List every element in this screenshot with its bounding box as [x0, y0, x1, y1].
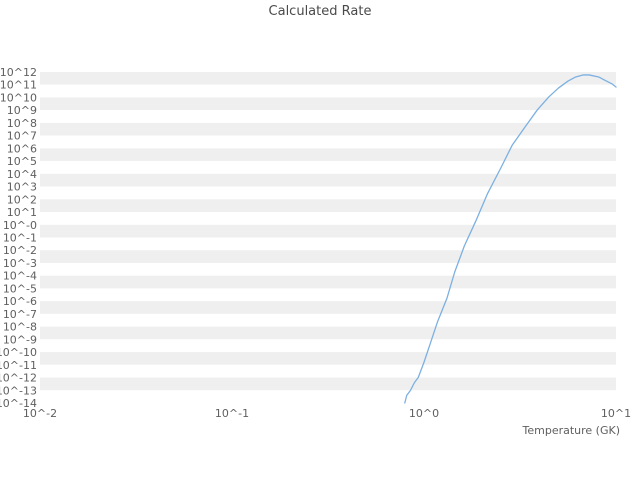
y-tick-label: 10^12	[0, 66, 37, 79]
y-tick-label: 10^-4	[3, 270, 37, 283]
grid-band	[40, 110, 616, 123]
grid-band	[40, 390, 616, 403]
grid-band	[40, 148, 616, 162]
y-tick-label: 10^-8	[3, 321, 37, 334]
y-tick-label: 10^-10	[0, 346, 37, 359]
grid-band	[40, 352, 616, 365]
y-tick-label: 10^-13	[0, 384, 37, 397]
grid-band	[40, 339, 616, 353]
grid-band	[40, 377, 616, 391]
y-tick-label: 10^-6	[3, 295, 37, 308]
y-tick-label: 10^-7	[3, 308, 37, 321]
grid-band	[40, 326, 616, 340]
grid-band	[40, 212, 616, 225]
rate-line	[404, 74, 617, 404]
y-tick-label: 10^8	[7, 117, 37, 130]
grid-band	[40, 288, 616, 302]
y-tick-label: 10^-0	[3, 219, 37, 232]
y-tick-label: 10^-14	[0, 397, 37, 410]
y-tick-label: 10^-2	[3, 244, 37, 257]
grid-band	[40, 135, 616, 149]
y-tick-label: 10^4	[7, 168, 37, 181]
grid-band	[40, 313, 616, 327]
y-tick-label: 10^-9	[3, 333, 37, 346]
grid-band	[40, 72, 616, 85]
y-tick-label: 10^3	[7, 181, 37, 194]
y-tick-label: 10^-3	[3, 257, 37, 270]
grid-band	[40, 186, 616, 200]
grid-band	[40, 122, 616, 136]
grid-band	[40, 161, 616, 174]
y-tick-label: 10^-1	[3, 232, 37, 245]
grid-band	[40, 262, 616, 276]
grid-band	[40, 199, 616, 213]
y-tick-label: 10^11	[0, 79, 37, 92]
grid-band	[40, 173, 616, 187]
y-tick-label: 10^9	[7, 104, 37, 117]
y-tick-label: 10^6	[7, 142, 37, 155]
y-tick-label: 10^7	[7, 130, 37, 143]
grid-band	[40, 364, 616, 378]
y-tick-label: 10^-12	[0, 372, 37, 385]
y-tick-label: 10^5	[7, 155, 37, 168]
grid-band	[40, 301, 616, 314]
y-tick-label: 10^-5	[3, 282, 37, 295]
y-tick-label: 10^10	[0, 91, 37, 104]
grid-band	[40, 237, 616, 251]
grid-band	[40, 84, 616, 98]
y-tick-label: 10^-11	[0, 359, 37, 372]
x-tick-label: 10^-1	[215, 407, 249, 420]
grid-band	[40, 224, 616, 238]
x-tick-label: 10^1	[601, 407, 631, 420]
grid-band	[40, 275, 616, 289]
x-axis-title: Temperature (GK)	[522, 424, 621, 437]
x-tick-label: 10^-2	[23, 407, 57, 420]
y-tick-label: 10^2	[7, 193, 37, 206]
grid-band	[40, 250, 616, 263]
grid-band	[40, 97, 616, 111]
chart-title: Calculated Rate	[268, 4, 372, 19]
y-tick-label: 10^1	[7, 206, 37, 219]
x-tick-label: 10^0	[409, 407, 439, 420]
